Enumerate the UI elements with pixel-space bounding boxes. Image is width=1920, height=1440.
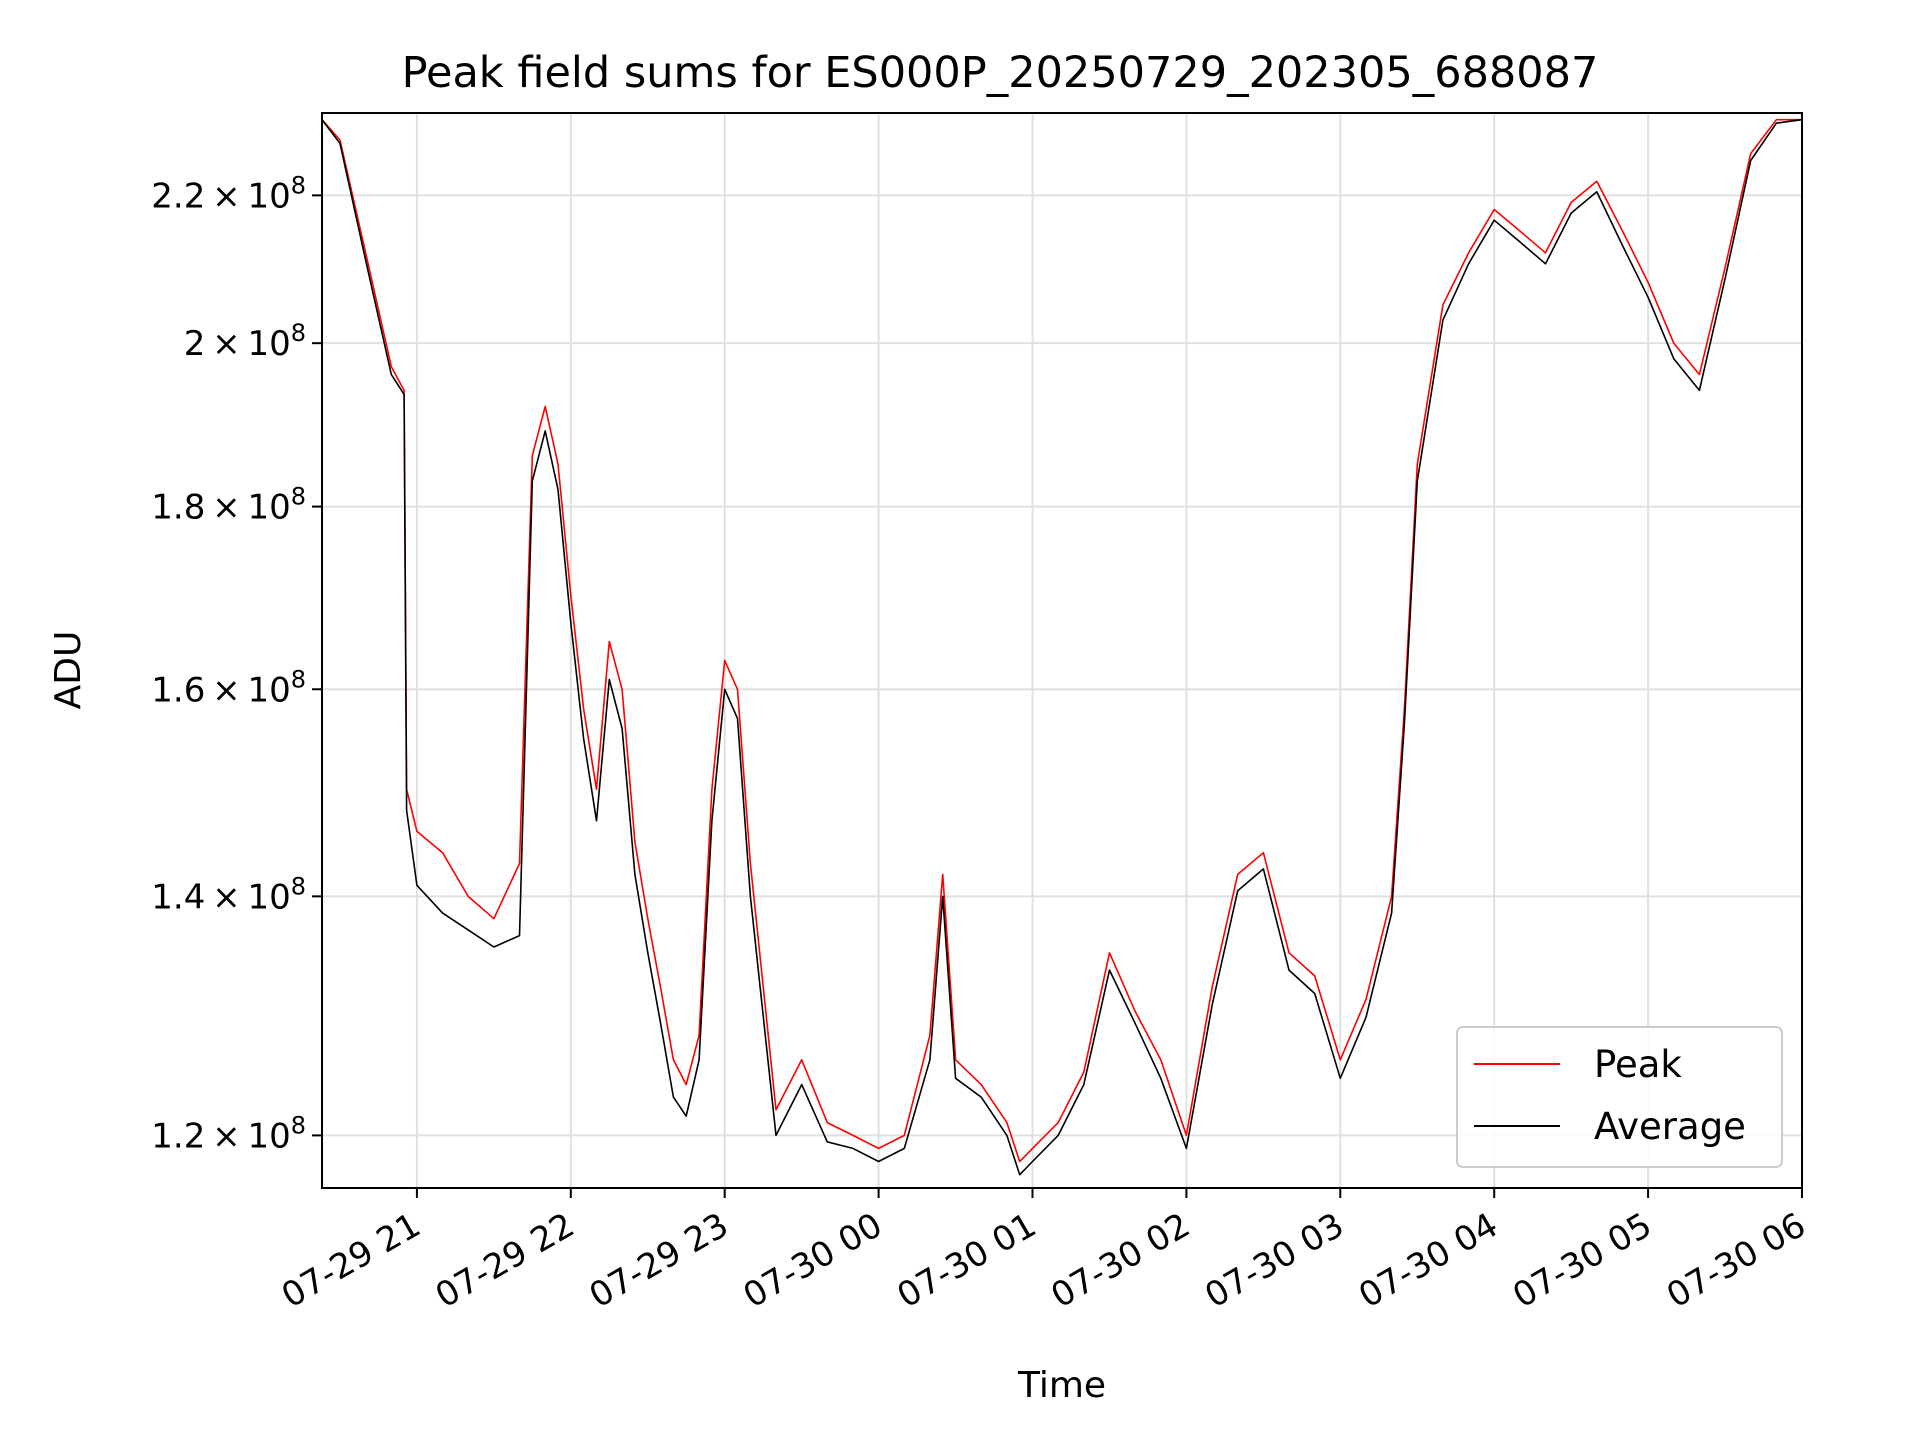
y-tick-mantissa: 1.8	[151, 488, 205, 528]
legend-box	[1456, 1026, 1783, 1168]
y-tick-exponent: 8	[291, 872, 306, 900]
y-tick-label: 1.8 × 108	[151, 483, 306, 528]
x-tick-label: 07-29 21	[275, 1205, 427, 1316]
y-tick-exponent: 8	[291, 665, 306, 693]
plot-frame	[321, 112, 1803, 1189]
x-tick-label: 07-29 22	[429, 1205, 581, 1316]
legend: Peak Average	[1456, 1026, 1783, 1168]
y-tick-times: × 10	[205, 1116, 290, 1156]
y-tick-mantissa: 1.6	[151, 670, 205, 710]
y-tick-exponent: 8	[291, 319, 306, 347]
x-tick-label: 07-30 04	[1352, 1205, 1504, 1316]
y-tick-mantissa: 1.4	[151, 877, 205, 917]
y-tick-exponent: 8	[291, 1111, 306, 1139]
x-tick-label: 07-30 02	[1045, 1205, 1197, 1316]
y-tick-times: × 10	[205, 176, 290, 216]
y-tick-label: 2.2 × 108	[151, 171, 306, 216]
x-axis-ticks: 07-29 21 07-29 22 07-29 23 07-30 00 07-30 01…	[275, 1188, 1813, 1316]
series-lines	[321, 118, 1803, 1176]
y-tick-times: × 10	[205, 488, 290, 528]
x-axis-label: Time	[1017, 1365, 1106, 1406]
peak-series-line	[321, 118, 1802, 1163]
x-tick-label: 07-30 06	[1660, 1205, 1812, 1316]
legend-average-label: Average	[1594, 1105, 1746, 1148]
y-tick-times: × 10	[205, 877, 290, 917]
legend-peak-label: Peak	[1594, 1043, 1682, 1086]
y-tick-mantissa: 2	[184, 324, 206, 364]
y-tick-times: × 10	[205, 670, 290, 710]
y-tick-label: 1.4 × 108	[151, 872, 306, 917]
x-tick-label: 07-30 03	[1198, 1205, 1350, 1316]
y-tick-label: 1.6 × 108	[151, 665, 306, 710]
y-tick-mantissa: 2.2	[151, 176, 205, 216]
y-tick-label: 1.2 × 108	[151, 1111, 306, 1156]
chart-title: Peak field sums for ES000P_20250729_2023…	[402, 48, 1599, 98]
x-tick-label: 07-30 00	[737, 1205, 889, 1316]
x-tick-label: 07-30 05	[1506, 1205, 1658, 1316]
y-tick-exponent: 8	[291, 171, 306, 199]
x-tick-label: 07-29 23	[583, 1205, 735, 1316]
y-tick-times: × 10	[205, 324, 290, 364]
y-tick-exponent: 8	[291, 483, 306, 511]
grid	[322, 113, 1803, 1188]
x-tick-label: 07-30 01	[891, 1205, 1043, 1316]
y-axis-label: ADU	[48, 631, 89, 710]
y-tick-label: 2 × 108	[184, 319, 306, 364]
y-tick-mantissa: 1.2	[151, 1116, 205, 1156]
average-series-line	[321, 118, 1803, 1176]
